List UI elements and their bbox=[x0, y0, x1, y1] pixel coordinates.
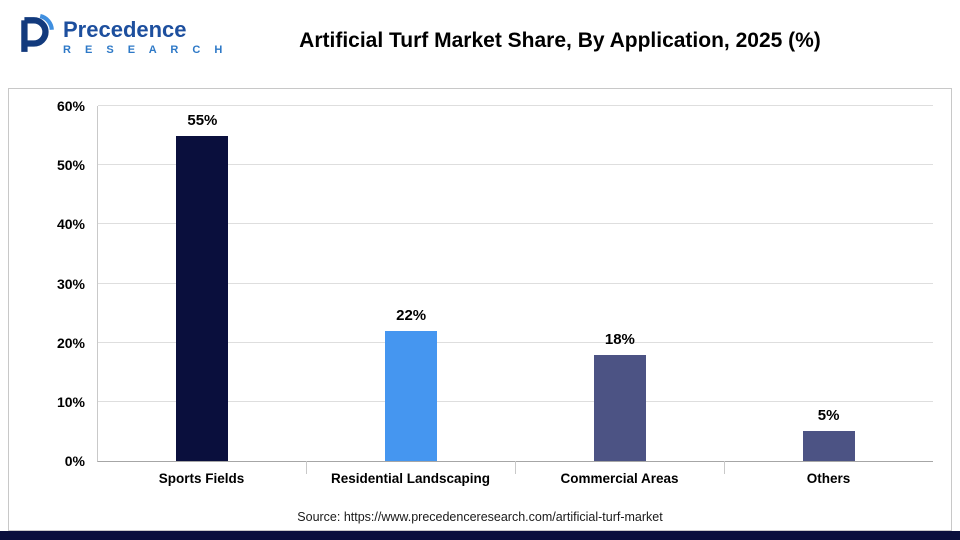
chart-panel: 0% 10% 20% 30% 40% 50% 60% 55% 22% 18% 5% Sports … bbox=[8, 88, 952, 531]
header: Precedence R E S E A R C H Artificial Tu… bbox=[0, 0, 960, 88]
x-axis-tick bbox=[306, 461, 307, 474]
x-axis-tick bbox=[515, 461, 516, 474]
bar-value-label: 55% bbox=[187, 111, 218, 129]
x-category-label: Commercial Areas bbox=[560, 471, 679, 486]
bar bbox=[385, 330, 438, 461]
gridline bbox=[98, 341, 933, 343]
bar bbox=[176, 135, 229, 461]
bar-value-label: 22% bbox=[396, 306, 427, 324]
y-tick-label: 10% bbox=[56, 393, 85, 410]
bottom-accent-strip bbox=[0, 531, 960, 540]
plot-area: 55% 22% 18% 5% bbox=[97, 105, 933, 462]
y-tick-label: 20% bbox=[56, 334, 85, 351]
bar-slot: 22% bbox=[307, 106, 516, 461]
y-tick-label: 40% bbox=[56, 216, 85, 233]
x-axis-ticks bbox=[97, 461, 933, 474]
bar-value-label: 18% bbox=[604, 330, 635, 348]
gridline bbox=[98, 105, 933, 106]
x-category-label: Residential Landscaping bbox=[330, 471, 491, 486]
x-category-label: Sports Fields bbox=[158, 471, 245, 486]
gridline bbox=[98, 400, 933, 402]
x-axis-tick bbox=[724, 461, 725, 474]
bar-slot: 5% bbox=[724, 106, 933, 461]
bar-slot: 18% bbox=[516, 106, 725, 461]
gridlines bbox=[98, 105, 933, 461]
y-tick-label: 0% bbox=[64, 453, 85, 469]
precedence-logo: Precedence R E S E A R C H bbox=[18, 14, 228, 59]
gridline bbox=[98, 223, 933, 225]
y-axis-labels: 0% 10% 20% 30% 40% 50% 60% bbox=[9, 98, 85, 469]
x-category-label: Others bbox=[806, 471, 851, 486]
x-axis-labels: Sports Fields Residential Landscaping Comm… bbox=[97, 471, 933, 486]
bar bbox=[593, 354, 646, 461]
gridline bbox=[98, 282, 933, 284]
precedence-logo-icon bbox=[18, 14, 54, 59]
logo-subtitle: R E S E A R C H bbox=[63, 43, 228, 56]
y-tick-label: 50% bbox=[56, 157, 85, 174]
bar bbox=[802, 431, 855, 461]
y-tick-label: 30% bbox=[56, 275, 85, 292]
bars: 55% 22% 18% 5% bbox=[98, 106, 933, 461]
bar-slot: 55% bbox=[98, 106, 307, 461]
source-text: Source: https://www.precedenceresearch.c… bbox=[297, 510, 663, 524]
y-tick-label: 60% bbox=[56, 98, 85, 114]
gridline bbox=[98, 164, 933, 166]
logo-text: Precedence R E S E A R C H bbox=[63, 16, 228, 56]
chart-title: Artificial Turf Market Share, By Applica… bbox=[299, 29, 821, 52]
bar-value-label: 5% bbox=[817, 407, 840, 425]
logo-wordmark: Precedence bbox=[63, 16, 187, 42]
